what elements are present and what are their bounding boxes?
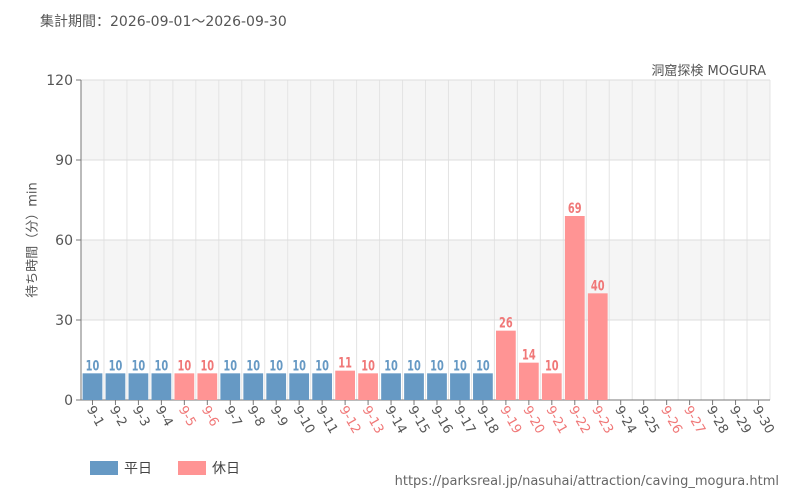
- data-label-9-18: 10: [476, 357, 490, 374]
- bar-9-5: [174, 373, 195, 400]
- legend-label-holiday: 休日: [212, 461, 240, 477]
- data-label-9-8: 10: [246, 357, 260, 374]
- data-label-9-4: 10: [155, 357, 169, 374]
- x-tick-label-9-27: 9-27: [680, 404, 708, 437]
- data-label-9-21: 10: [545, 357, 559, 374]
- x-tick-label-9-15: 9-15: [405, 404, 433, 437]
- data-label-9-16: 10: [430, 357, 444, 374]
- x-tick-label-9-6: 9-6: [198, 404, 222, 430]
- data-label-9-23: 40: [591, 277, 605, 294]
- data-label-9-22: 69: [568, 200, 582, 217]
- y-tick-label: 120: [46, 73, 73, 89]
- legend-item-weekday: 平日: [90, 458, 152, 478]
- bar-9-10: [289, 373, 310, 400]
- bar-9-8: [243, 373, 264, 400]
- x-tick-label-9-20: 9-20: [519, 404, 547, 437]
- bar-9-19: [496, 330, 516, 400]
- bar-9-11: [312, 373, 333, 400]
- x-tick-label-9-16: 9-16: [428, 404, 456, 437]
- data-label-9-1: 10: [86, 357, 100, 374]
- x-tick-label-9-4: 9-4: [152, 404, 176, 430]
- legend-swatch-holiday: [178, 461, 206, 475]
- source-url: https://parksreal.jp/nasuhai/attraction/…: [394, 474, 779, 489]
- bar-9-4: [151, 373, 172, 400]
- bar-9-21: [541, 373, 562, 400]
- x-tick-label-9-30: 9-30: [749, 404, 777, 437]
- x-tick-label-9-21: 9-21: [542, 404, 570, 437]
- y-tick-label: 30: [55, 313, 73, 329]
- bar-9-1: [82, 373, 103, 400]
- data-label-9-11: 10: [315, 357, 329, 374]
- x-tick-label-9-5: 9-5: [175, 404, 199, 430]
- data-label-9-7: 10: [223, 357, 237, 374]
- x-tick-label-9-24: 9-24: [611, 404, 639, 437]
- data-label-9-19: 26: [499, 314, 513, 331]
- x-tick-label-9-29: 9-29: [726, 404, 754, 437]
- x-tick-label-9-22: 9-22: [565, 404, 593, 437]
- x-tick-label-9-13: 9-13: [359, 404, 387, 437]
- attraction-name: 洞窟探検 MOGURA: [651, 64, 766, 79]
- bar-9-3: [128, 373, 149, 400]
- bar-9-2: [105, 373, 126, 400]
- data-label-9-10: 10: [292, 357, 306, 374]
- bar-9-22: [564, 216, 585, 400]
- bar-9-23: [587, 293, 608, 400]
- y-tick-label: 60: [55, 233, 73, 249]
- data-label-9-14: 10: [384, 357, 398, 374]
- x-tick-label-9-7: 9-7: [221, 404, 245, 430]
- x-tick-label-9-18: 9-18: [473, 404, 501, 437]
- legend-label-weekday: 平日: [124, 461, 152, 477]
- x-tick-label-9-26: 9-26: [657, 404, 685, 437]
- y-tick-label: 90: [55, 153, 73, 169]
- bar-9-14: [381, 373, 401, 400]
- data-label-9-2: 10: [109, 357, 123, 374]
- x-tick-label-9-12: 9-12: [336, 404, 364, 437]
- bar-9-13: [358, 373, 378, 400]
- bar-9-6: [197, 373, 218, 400]
- data-label-9-15: 10: [407, 357, 421, 374]
- x-tick-label-9-3: 9-3: [129, 404, 153, 430]
- x-tick-label-9-14: 9-14: [382, 404, 410, 437]
- x-tick-label-9-9: 9-9: [267, 404, 291, 430]
- legend-swatch-weekday: [90, 461, 118, 475]
- data-label-9-5: 10: [178, 357, 192, 374]
- x-tick-label-9-17: 9-17: [450, 404, 478, 437]
- x-tick-label-9-28: 9-28: [703, 404, 731, 437]
- data-label-9-13: 10: [361, 357, 375, 374]
- bar-9-12: [335, 370, 355, 400]
- bar-9-16: [427, 373, 447, 400]
- bar-9-15: [404, 373, 424, 400]
- x-tick-label-9-10: 9-10: [290, 404, 318, 437]
- period-label: 集計期間：2026-09-01～2026-09-30: [40, 14, 287, 30]
- data-label-9-17: 10: [453, 357, 467, 374]
- x-tick-label-9-19: 9-19: [496, 404, 524, 437]
- x-tick-label-9-8: 9-8: [244, 404, 268, 430]
- data-label-9-12: 11: [338, 354, 352, 371]
- data-label-9-20: 14: [522, 346, 536, 363]
- x-tick-label-9-2: 9-2: [106, 404, 130, 430]
- bar-9-17: [450, 373, 470, 400]
- x-tick-label-9-23: 9-23: [588, 404, 616, 437]
- bar-9-18: [473, 373, 493, 400]
- x-tick-label-9-11: 9-11: [313, 404, 341, 437]
- bar-9-9: [266, 373, 287, 400]
- legend: 平日 休日: [90, 458, 260, 478]
- bar-9-7: [220, 373, 241, 400]
- y-tick-label: 0: [64, 393, 73, 409]
- data-label-9-6: 10: [200, 357, 214, 374]
- x-tick-label-9-25: 9-25: [634, 404, 662, 437]
- data-label-9-3: 10: [132, 357, 146, 374]
- bar-9-20: [518, 362, 539, 400]
- data-label-9-9: 10: [269, 357, 283, 374]
- legend-item-holiday: 休日: [178, 458, 240, 478]
- x-tick-label-9-1: 9-1: [83, 404, 107, 430]
